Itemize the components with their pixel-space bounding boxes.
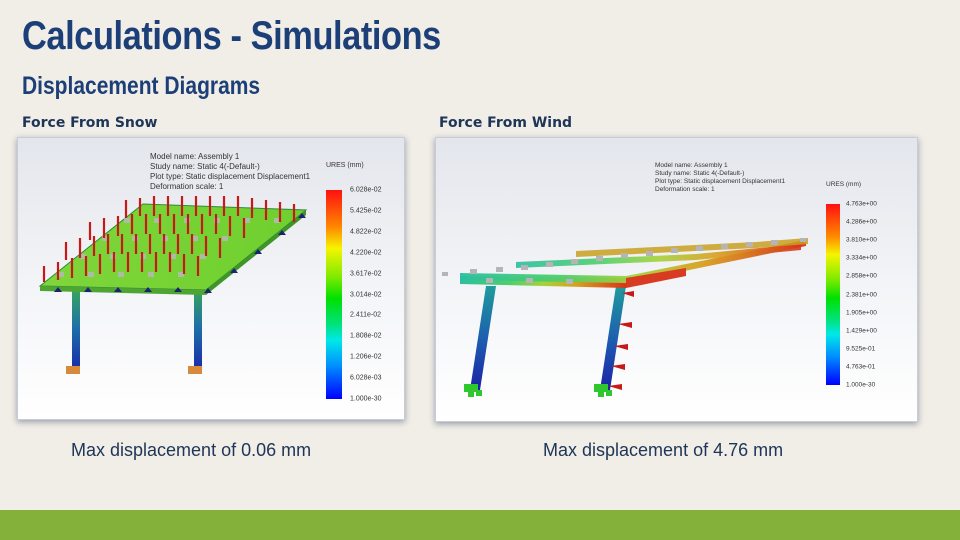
wind-legend-tick: 3.810e+00 — [846, 236, 877, 244]
slide-subtitle: Displacement Diagrams — [22, 72, 261, 100]
wind-study-info: Model name: Assembly 1 Study name: Stati… — [655, 162, 785, 195]
snow-legend-tick: 3.014e-02 — [350, 291, 382, 298]
snow-legend-tick: 5.425e-02 — [350, 207, 382, 215]
slide-title: Calculations - Simulations — [22, 14, 441, 58]
wind-legend-tick: 1.429e+00 — [846, 327, 877, 335]
snow-legend-tick: 4.822e-02 — [350, 228, 382, 236]
wind-study-name: Study name: Static 4(-Default-) — [655, 170, 745, 178]
snow-legend-tick: 1.808e-02 — [350, 332, 382, 340]
snow-model-name: Model name: Assembly 1 — [150, 152, 240, 161]
snow-study-name: Study name: Static 4(-Default-) — [150, 162, 260, 171]
snow-legend-tick: 6.028e-02 — [350, 186, 382, 194]
snow-max-displacement-caption: Max displacement of 0.06 mm — [71, 440, 312, 460]
snow-legend-tick: 6.028e-03 — [350, 374, 382, 382]
wind-legend-ticks: 4.763e+00 4.286e+00 3.810e+00 3.334e+00 … — [846, 200, 906, 389]
wind-legend-tick: 9.525e-01 — [846, 345, 876, 353]
wind-legend-tick: 4.763e-01 — [846, 363, 876, 371]
wind-max-displacement-caption: Max displacement of 4.76 mm — [543, 440, 784, 460]
wind-color-scale-bar — [826, 204, 840, 385]
snow-legend-title: URES (mm) — [326, 162, 364, 169]
wind-structure-model — [442, 238, 808, 397]
wind-legend-tick: 1.000e-30 — [846, 381, 876, 389]
snow-legend-tick: 1.000e-30 — [350, 395, 382, 403]
snow-plot-type: Plot type: Static displacement Displacem… — [150, 172, 311, 181]
footer-accent-bar — [0, 510, 960, 540]
snow-legend-tick: 3.617e-02 — [350, 270, 382, 278]
snow-color-scale-bar — [326, 190, 342, 399]
wind-legend-tick: 2.381e+00 — [846, 291, 877, 298]
wind-legend-tick: 1.905e+00 — [846, 309, 877, 317]
snow-legend-ticks: 6.028e-02 5.425e-02 4.822e-02 4.220e-02 … — [350, 186, 400, 403]
wind-legend-tick: 4.763e+00 — [846, 200, 877, 208]
snow-legend-tick: 4.220e-02 — [350, 249, 382, 257]
snow-study-info: Model name: Assembly 1 Study name: Stati… — [150, 152, 310, 192]
snow-structure-model — [38, 196, 308, 374]
wind-panel-label: Force From Wind — [439, 115, 573, 131]
wind-legend-tick: 2.858e+00 — [846, 272, 877, 280]
wind-legend-title: URES (mm) — [826, 181, 862, 188]
wind-legend-tick: 4.286e+00 — [846, 218, 877, 226]
snow-legend-tick: 1.206e-02 — [350, 353, 382, 361]
snow-legend-tick: 2.411e-02 — [350, 311, 382, 319]
wind-displacement-diagram: Model name: Assembly 1 Study name: Stati… — [435, 137, 918, 422]
wind-legend-tick: 3.334e+00 — [846, 254, 877, 262]
wind-deformation-scale: Deformation scale: 1 — [655, 186, 715, 194]
snow-displacement-diagram: Model name: Assembly 1 Study name: Stati… — [17, 137, 405, 420]
snow-deformation-scale: Deformation scale: 1 — [150, 182, 224, 191]
wind-plot-type: Plot type: Static displacement Displacem… — [655, 178, 786, 186]
snow-panel-label: Force From Snow — [22, 115, 158, 131]
wind-model-name: Model name: Assembly 1 — [655, 162, 728, 169]
